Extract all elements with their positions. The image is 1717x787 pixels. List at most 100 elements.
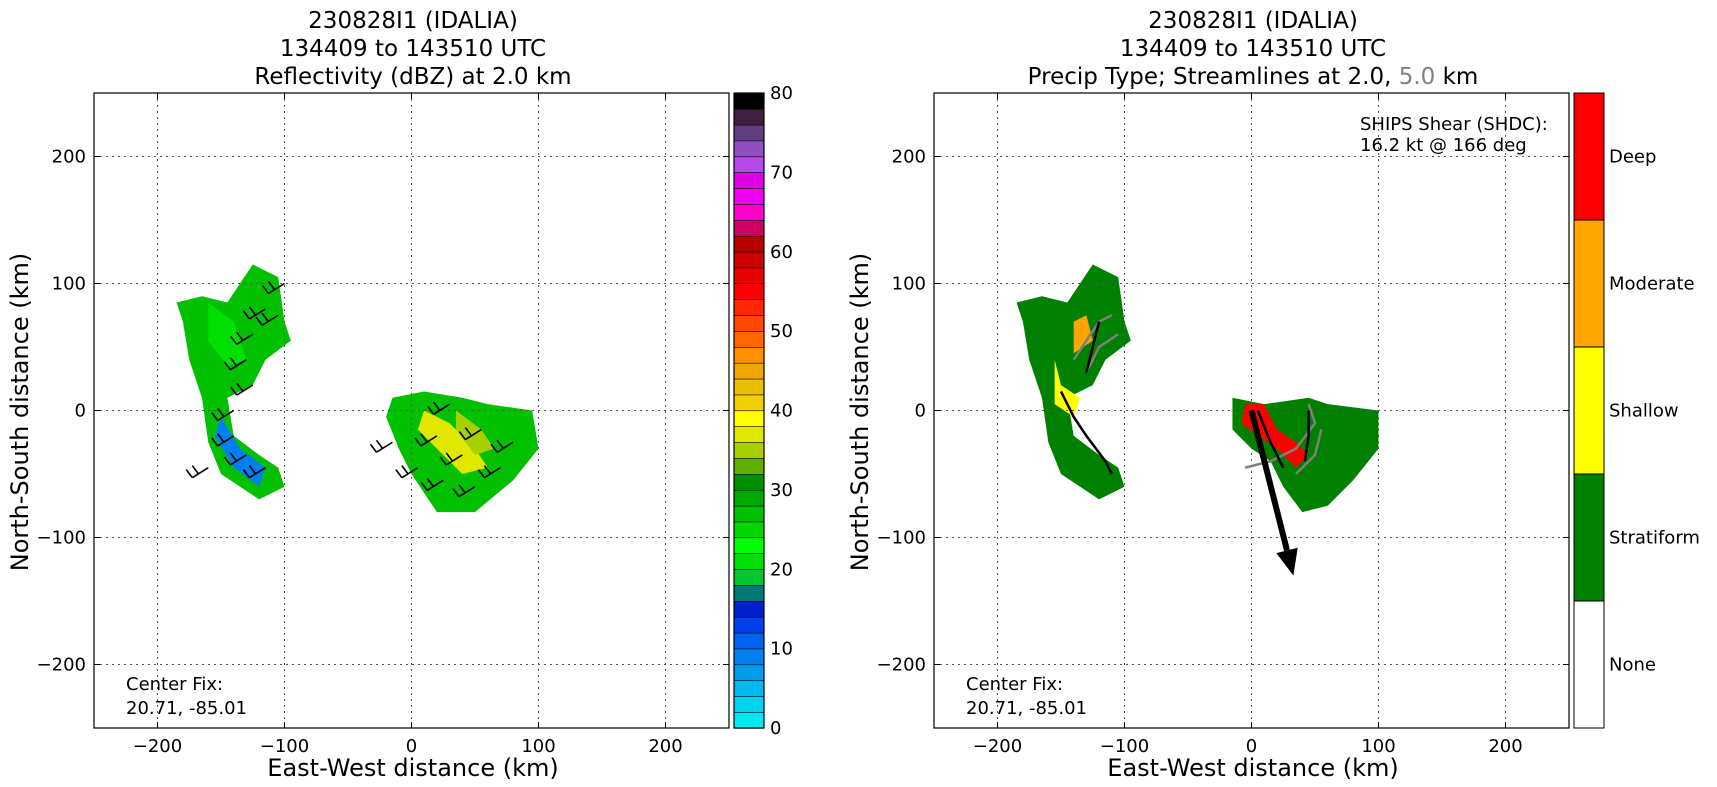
right-echo-region [1073, 315, 1093, 354]
reflectivity-colorbar-segment [733, 362, 765, 380]
precip-type-panel: 230828I1 (IDALIA) 134409 to 143510 UTC P… [846, 8, 1700, 782]
precip-colorbar-segment [1573, 92, 1605, 221]
left-y-tick-label: 100 [52, 274, 86, 295]
right-title-line-3-gray: 5.0 [1399, 64, 1436, 90]
reflectivity-colorbar-segment [733, 219, 765, 237]
reflectivity-colorbar-segment [733, 187, 765, 205]
right-x-axis-label: East-West distance (km) [1107, 754, 1398, 782]
wind-barb [439, 452, 463, 466]
left-echo-region [176, 264, 291, 500]
right-title-line-3-part1: Precip Type; Streamlines at 2.0, [1028, 64, 1399, 90]
reflectivity-colorbar-segment [733, 314, 765, 332]
reflectivity-colorbar-segment [733, 711, 765, 729]
reflectivity-colorbar-segment [733, 505, 765, 523]
reflectivity-colorbar-segment [733, 410, 765, 427]
right-title-line-3-part3: km [1435, 64, 1478, 90]
reflectivity-colorbar-segment [733, 203, 765, 221]
reflectivity-colorbar-tick-label: 60 [770, 242, 793, 263]
reflectivity-colorbar-segment [733, 616, 765, 634]
right-plot-area: −200 −100 0 100 200 −200 −100 0 100 200 [877, 92, 1570, 757]
precip-colorbar-label: Deep [1609, 147, 1656, 168]
reflectivity-colorbar-segment [733, 330, 765, 348]
right-x-tick-label: −100 [1100, 736, 1149, 757]
wind-barb [369, 439, 393, 453]
reflectivity-colorbar-segment [733, 235, 765, 253]
reflectivity-colorbar-segment [733, 664, 765, 681]
reflectivity-colorbar-segment [733, 283, 765, 300]
left-x-tick-label: 100 [521, 736, 555, 757]
right-title-line-2: 134409 to 143510 UTC [1120, 36, 1386, 62]
precip-colorbar-segment [1573, 600, 1605, 729]
wind-barb [230, 331, 254, 345]
reflectivity-colorbar-segment [733, 156, 765, 173]
wind-barb [452, 484, 476, 498]
reflectivity-colorbar-segment [733, 124, 765, 142]
reflectivity-colorbar-tick-label: 40 [770, 401, 793, 422]
reflectivity-colorbar-segment [733, 584, 765, 602]
streamline-2km [1256, 410, 1285, 469]
right-x-tick-label: 100 [1361, 736, 1395, 757]
shear-arrow-head [1276, 547, 1298, 576]
left-y-axis-label: North-South distance (km) [6, 253, 34, 572]
reflectivity-colorbar-segment [733, 299, 765, 316]
wind-barb [242, 306, 266, 320]
left-y-tick-label: −100 [37, 528, 86, 549]
wind-barb [426, 401, 451, 415]
left-echo-region [417, 410, 488, 474]
precip-colorbar-label: None [1609, 655, 1656, 676]
wind-barb [458, 427, 482, 441]
reflectivity-colorbar-segment [733, 394, 765, 412]
shear-arrow-shaft [1248, 409, 1290, 552]
right-y-tick-label: 200 [892, 147, 926, 168]
reflectivity-colorbar-segment [733, 441, 765, 459]
reflectivity-colorbar-segment [733, 600, 765, 618]
wind-barb [211, 408, 235, 422]
left-echo-region [208, 302, 247, 367]
left-y-tick-label: 0 [75, 401, 86, 422]
right-echo-region [1054, 359, 1081, 417]
reflectivity-colorbar-segment [733, 140, 765, 158]
reflectivity-colorbar-tick-label: 30 [770, 480, 793, 501]
wind-barb [211, 433, 235, 447]
wind-barb [395, 465, 419, 479]
reflectivity-colorbar-segment [733, 473, 765, 491]
reflectivity-colorbar-tick-label: 50 [770, 321, 793, 342]
wind-barb [414, 433, 438, 447]
reflectivity-colorbar-segment [733, 632, 765, 650]
precip-type-colorbar: None Stratiform Shallow Moderate Deep [1573, 92, 1700, 729]
wind-barb [230, 382, 254, 396]
streamline-2km [1303, 410, 1310, 462]
streamline-5km [1072, 314, 1113, 361]
reflectivity-colorbar: 0 10 20 30 40 50 60 70 80 [733, 83, 793, 739]
wind-barb [242, 465, 266, 479]
right-center-fix-label: Center Fix: [966, 674, 1063, 695]
reflectivity-colorbar-tick-label: 0 [770, 718, 781, 739]
reflectivity-colorbar-segment [733, 426, 765, 443]
wind-barb [185, 465, 209, 479]
reflectivity-colorbar-tick-label: 20 [770, 559, 793, 580]
right-y-tick-label: 0 [915, 401, 926, 422]
reflectivity-colorbar-segment [733, 457, 765, 475]
right-y-axis-label: North-South distance (km) [846, 253, 874, 572]
left-center-fix-label: Center Fix: [126, 674, 223, 695]
left-plot-area: −200 −100 0 100 200 −200 −100 0 100 200 [37, 92, 730, 757]
reflectivity-colorbar-segment [733, 378, 765, 396]
reflectivity-colorbar-segment [733, 537, 765, 554]
left-title-line-2: 134409 to 143510 UTC [280, 36, 546, 62]
right-title-line-3: Precip Type; Streamlines at 2.0, 5.0 km [1028, 64, 1479, 90]
right-y-tick-label: −100 [877, 528, 926, 549]
precip-colorbar-label: Stratiform [1609, 528, 1700, 549]
reflectivity-colorbar-tick-label: 10 [770, 639, 793, 660]
streamline-5km [1085, 333, 1119, 373]
left-x-tick-label: 0 [406, 736, 417, 757]
left-x-tick-label: −100 [260, 736, 309, 757]
wind-barb [223, 357, 247, 371]
left-center-fix-value: 20.71, -85.01 [126, 698, 247, 719]
reflectivity-colorbar-segment [733, 92, 765, 110]
reflectivity-colorbar-segment [733, 172, 765, 189]
right-x-tick-label: 0 [1246, 736, 1257, 757]
wind-barb [420, 477, 444, 492]
left-y-tick-label: −200 [37, 655, 86, 676]
right-y-tick-label: 100 [892, 274, 926, 295]
wind-barb [490, 439, 514, 453]
